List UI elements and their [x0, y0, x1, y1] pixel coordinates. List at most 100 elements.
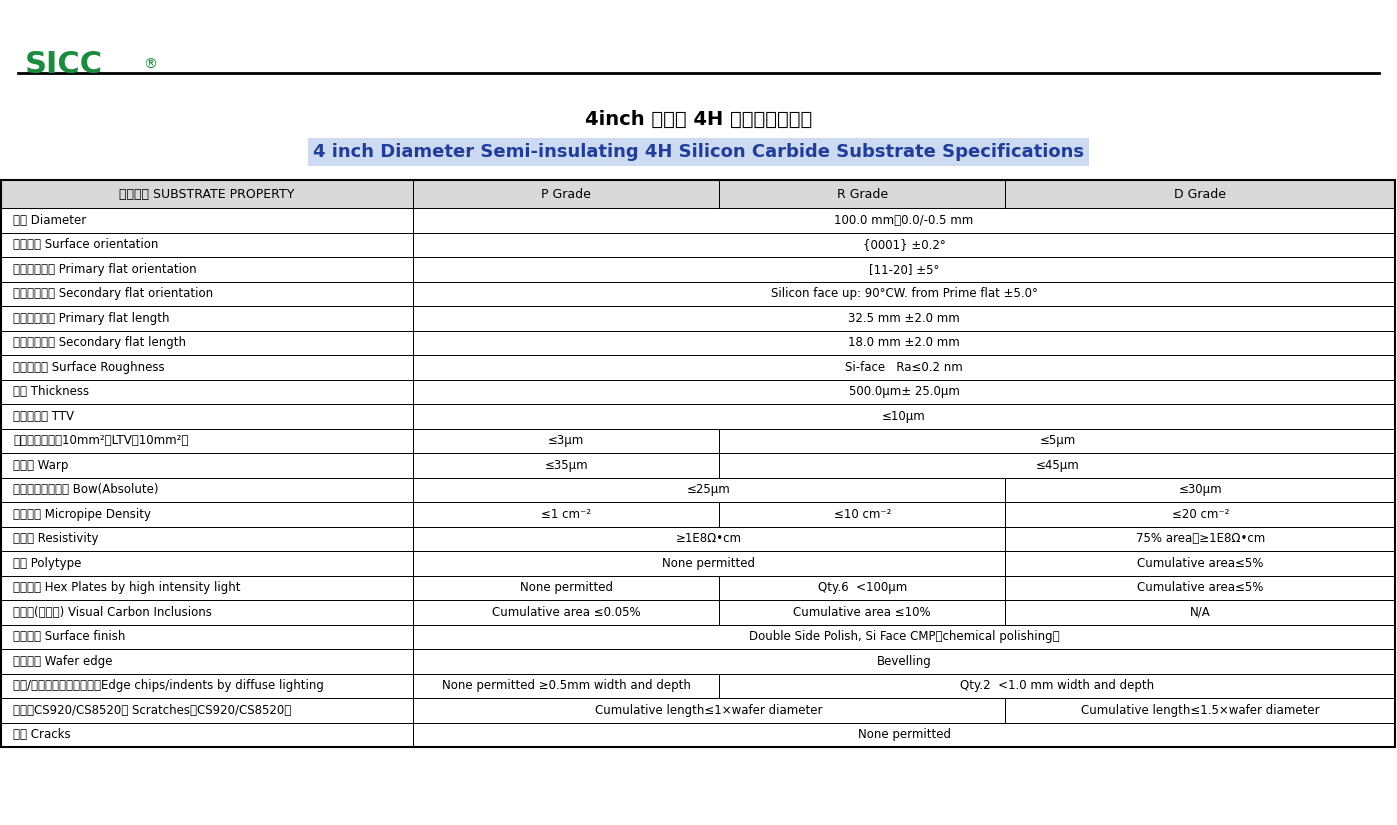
Bar — [1006, 698, 1396, 723]
Text: Si-face   Ra≤0.2 nm: Si-face Ra≤0.2 nm — [845, 361, 963, 374]
Bar — [412, 180, 719, 208]
Bar — [719, 428, 1396, 453]
Text: 包裹物(日光灯) Visual Carbon Inclusions: 包裹物(日光灯) Visual Carbon Inclusions — [14, 606, 212, 619]
Bar — [1, 233, 412, 257]
Bar — [412, 428, 719, 453]
Bar — [1006, 576, 1396, 600]
Bar — [1006, 180, 1396, 208]
Text: 75% area：≥1E8Ω•cm: 75% area：≥1E8Ω•cm — [1136, 532, 1264, 545]
Bar — [719, 453, 1396, 478]
Text: 崩边/缺口（漫反射光观测）Edge chips/indents by diffuse lighting: 崩边/缺口（漫反射光观测）Edge chips/indents by diffu… — [14, 679, 324, 692]
Bar — [412, 551, 1006, 576]
Bar — [1, 331, 412, 355]
Bar — [719, 180, 1006, 208]
Bar — [412, 233, 1396, 257]
Bar — [1006, 551, 1396, 576]
Bar — [412, 180, 719, 208]
Bar — [412, 257, 1396, 281]
Text: ≤45μm: ≤45μm — [1035, 459, 1080, 472]
Text: SICC: SICC — [25, 50, 103, 79]
Bar — [1, 257, 412, 281]
Bar — [1, 551, 412, 576]
Text: 表面粗糙度 Surface Roughness: 表面粗糙度 Surface Roughness — [14, 361, 165, 374]
Bar — [412, 625, 1396, 649]
Bar — [1006, 526, 1396, 551]
Text: 多型 Polytype: 多型 Polytype — [14, 557, 82, 570]
Text: 表面取向 Surface orientation: 表面取向 Surface orientation — [14, 238, 159, 252]
Bar — [412, 698, 1006, 723]
Text: Cumulative length≤1×wafer diameter: Cumulative length≤1×wafer diameter — [595, 704, 823, 717]
Text: R Grade: R Grade — [837, 187, 888, 200]
Bar — [719, 673, 1396, 698]
Bar — [1, 180, 412, 208]
Text: Cumulative area ≤0.05%: Cumulative area ≤0.05% — [492, 606, 640, 619]
Text: ≤25μm: ≤25μm — [687, 483, 731, 497]
Bar — [412, 355, 1396, 380]
Text: {0001} ±0.2°: {0001} ±0.2° — [863, 238, 946, 252]
Text: 副参考面取向 Secondary flat orientation: 副参考面取向 Secondary flat orientation — [14, 287, 214, 300]
Text: None permitted: None permitted — [858, 728, 950, 741]
Bar — [1, 306, 412, 331]
Text: 弯曲度（绝对値） Bow(Absolute): 弯曲度（绝对値） Bow(Absolute) — [14, 483, 159, 497]
Bar — [1, 502, 412, 526]
Bar — [412, 281, 1396, 306]
Bar — [412, 453, 719, 478]
Text: 主参考面取向 Primary flat orientation: 主参考面取向 Primary flat orientation — [14, 262, 197, 276]
Text: 电阻率 Resistivity: 电阻率 Resistivity — [14, 532, 99, 545]
Text: [11-20] ±5°: [11-20] ±5° — [869, 262, 939, 276]
Text: 翘曲度 Warp: 翘曲度 Warp — [14, 459, 68, 472]
Bar — [412, 306, 1396, 331]
Bar — [1, 355, 412, 380]
Text: ®: ® — [142, 58, 156, 72]
Bar — [1, 180, 1396, 747]
Bar — [1006, 600, 1396, 625]
Bar — [719, 180, 1006, 208]
Bar — [1006, 502, 1396, 526]
Text: Bevelling: Bevelling — [877, 655, 932, 667]
Text: 裂纹 Cracks: 裂纹 Cracks — [14, 728, 71, 741]
Text: ≤30μm: ≤30μm — [1179, 483, 1222, 497]
Bar — [1, 208, 412, 233]
Text: 100.0 mm＋0.0/-0.5 mm: 100.0 mm＋0.0/-0.5 mm — [834, 214, 974, 227]
Bar — [412, 673, 719, 698]
Bar — [412, 576, 719, 600]
Text: Silicon face up: 90°CW. from Prime flat ±5.0°: Silicon face up: 90°CW. from Prime flat … — [771, 287, 1038, 300]
Bar — [412, 404, 1396, 428]
Text: D Grade: D Grade — [1175, 187, 1227, 200]
Text: Cumulative area≤5%: Cumulative area≤5% — [1137, 582, 1263, 594]
Bar — [719, 600, 1006, 625]
Bar — [412, 208, 1396, 233]
Text: 划痕（CS920/CS8520） Scratches（CS920/CS8520）: 划痕（CS920/CS8520） Scratches（CS920/CS8520） — [14, 704, 292, 717]
Text: 六方空洞 Hex Plates by high intensity light: 六方空洞 Hex Plates by high intensity light — [14, 582, 242, 594]
Bar — [1, 526, 412, 551]
Bar — [1, 453, 412, 478]
Bar — [1, 380, 412, 404]
Bar — [1, 478, 412, 502]
Text: 500.0μm± 25.0μm: 500.0μm± 25.0μm — [848, 385, 960, 398]
Bar — [1, 625, 412, 649]
Bar — [719, 502, 1006, 526]
Bar — [1, 576, 412, 600]
Bar — [1, 180, 412, 208]
Text: 晶片边缘 Wafer edge: 晶片边缘 Wafer edge — [14, 655, 113, 667]
Text: ≥1E8Ω•cm: ≥1E8Ω•cm — [676, 532, 742, 545]
Text: 微管密度 Micropipe Density: 微管密度 Micropipe Density — [14, 507, 151, 521]
Text: ≤10μm: ≤10μm — [883, 410, 926, 422]
Bar — [412, 600, 719, 625]
Text: ≤20 cm⁻²: ≤20 cm⁻² — [1172, 507, 1229, 521]
Bar — [412, 380, 1396, 404]
Text: 表面处理 Surface finish: 表面处理 Surface finish — [14, 630, 126, 644]
Bar — [1, 723, 412, 747]
Text: 局部厚度变化（10mm²）LTV（10mm²）: 局部厚度变化（10mm²）LTV（10mm²） — [14, 434, 189, 447]
Text: Qty.2  <1.0 mm width and depth: Qty.2 <1.0 mm width and depth — [960, 679, 1154, 692]
Bar — [1, 281, 412, 306]
Text: None permitted ≥0.5mm width and depth: None permitted ≥0.5mm width and depth — [441, 679, 690, 692]
Bar — [412, 649, 1396, 673]
Text: 18.0 mm ±2.0 mm: 18.0 mm ±2.0 mm — [848, 337, 960, 349]
Text: 32.5 mm ±2.0 mm: 32.5 mm ±2.0 mm — [848, 312, 960, 325]
Text: ≤5μm: ≤5μm — [1039, 434, 1076, 447]
Text: 总厚度变化 TTV: 总厚度变化 TTV — [14, 410, 74, 422]
Text: Cumulative area≤5%: Cumulative area≤5% — [1137, 557, 1263, 570]
Text: ≤35μm: ≤35μm — [545, 459, 588, 472]
Bar — [1, 698, 412, 723]
